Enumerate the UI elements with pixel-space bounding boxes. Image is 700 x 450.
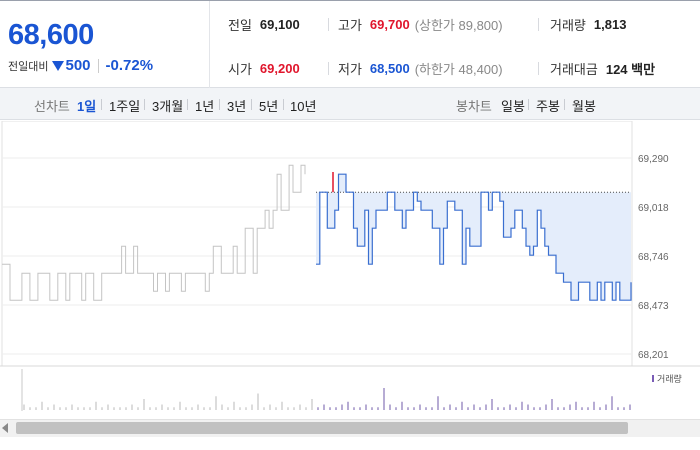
divider xyxy=(219,99,220,110)
stat-amount: 거래대금 124 백만 xyxy=(550,58,655,78)
change-percent: -0.72% xyxy=(105,57,154,74)
divider xyxy=(528,99,529,110)
tab-10y[interactable]: 10년 xyxy=(290,99,317,114)
stat-limit: (하한가 48,400) xyxy=(414,61,503,77)
horizontal-scrollbar[interactable] xyxy=(0,419,700,437)
y-tick-label: 69,290 xyxy=(638,154,669,165)
tab-daily[interactable]: 일봉 xyxy=(501,99,525,114)
volume-legend-label: 거래량 xyxy=(657,373,682,384)
y-tick-label: 68,473 xyxy=(638,301,669,312)
tab-1y[interactable]: 1년 xyxy=(195,99,215,114)
price-chart[interactable]: 69,290 69,018 68,746 68,473 68,201 거래량 xyxy=(0,121,700,450)
stat-volume: 거래량 1,813 xyxy=(550,14,626,34)
divider xyxy=(538,62,539,75)
divider xyxy=(283,99,284,110)
today-area-fill xyxy=(316,174,631,301)
divider xyxy=(187,99,188,110)
divider xyxy=(251,99,252,110)
stat-value: 68,500 xyxy=(369,60,410,76)
change-label: 전일대비 xyxy=(8,60,49,73)
stat-high: 고가 69,700 (상한가 89,800) xyxy=(338,14,503,34)
divider xyxy=(328,62,329,75)
tab-5y[interactable]: 5년 xyxy=(259,99,279,114)
tab-3y[interactable]: 3년 xyxy=(227,99,247,114)
tab-3m[interactable]: 3개월 xyxy=(152,99,184,114)
tab-monthly[interactable]: 월봉 xyxy=(572,99,596,114)
stat-value: 69,700 xyxy=(369,16,410,32)
stat-value: 1,813 xyxy=(593,16,627,32)
divider xyxy=(101,99,102,110)
stat-label: 시가 xyxy=(228,61,252,77)
tab-weekly[interactable]: 주봉 xyxy=(536,99,560,114)
stat-prev-close: 전일 69,100 xyxy=(228,14,300,34)
divider xyxy=(144,99,145,110)
divider xyxy=(97,58,99,73)
scrollbar-thumb[interactable] xyxy=(16,422,628,434)
y-tick-label: 68,746 xyxy=(638,252,669,263)
volume-legend-swatch xyxy=(652,375,654,382)
stat-label: 전일 xyxy=(228,17,252,33)
today-series-line xyxy=(316,173,632,301)
stat-value: 69,100 xyxy=(259,16,300,32)
stat-open: 시가 69,200 xyxy=(228,58,300,78)
divider xyxy=(564,99,565,110)
stat-limit: (상한가 89,800) xyxy=(414,17,503,33)
stat-label: 거래대금 xyxy=(550,61,598,77)
stat-low: 저가 68,500 (하한가 48,400) xyxy=(338,58,503,78)
prev-day-series-line xyxy=(2,164,306,301)
current-price: 68,600 xyxy=(8,19,94,51)
down-triangle-icon xyxy=(52,60,65,71)
scroll-left-arrow-icon[interactable] xyxy=(2,423,8,433)
divider xyxy=(538,18,539,31)
stat-label: 거래량 xyxy=(550,17,586,33)
change-value: 500 xyxy=(65,57,91,74)
y-tick-label: 68,201 xyxy=(638,350,669,361)
tab-1w[interactable]: 1주일 xyxy=(109,99,141,114)
stat-value: 124 백만 xyxy=(605,61,656,77)
candle-chart-label: 봉차트 xyxy=(456,99,492,114)
change-row: 전일대비 500 -0.72% xyxy=(8,57,209,74)
stat-label: 고가 xyxy=(338,17,362,33)
line-chart-label: 선차트 xyxy=(34,99,70,114)
divider xyxy=(328,18,329,31)
stat-label: 저가 xyxy=(338,61,362,77)
stat-value: 69,200 xyxy=(259,60,300,76)
quote-summary: 68,600 전일대비 500 -0.72% 전일 69,100 고가 69,7… xyxy=(0,0,700,89)
tab-1d[interactable]: 1일 xyxy=(77,99,97,114)
y-tick-label: 69,018 xyxy=(638,203,669,214)
period-tab-bar: 선차트 1일 1주일 3개월 1년 3년 5년 10년 봉차트 일봉 주봉 월봉 xyxy=(0,88,700,120)
price-panel: 68,600 전일대비 500 -0.72% xyxy=(0,1,210,89)
